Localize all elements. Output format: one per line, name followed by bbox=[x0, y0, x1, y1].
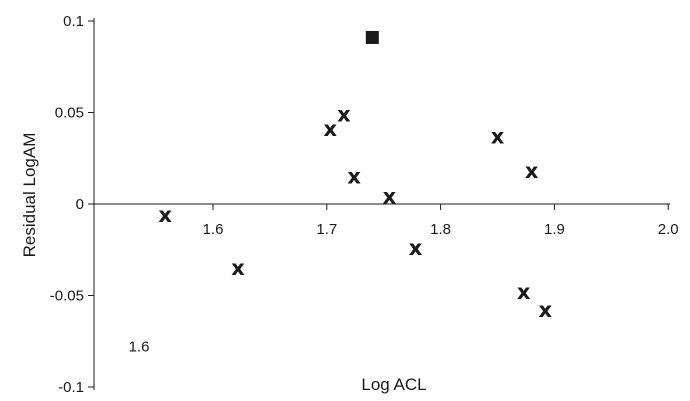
ticks: 0.1 0.05 0 -0.05 -0.1 1.6 1.7 1.8 1.9 2.0 bbox=[50, 13, 679, 396]
x-tick-label: 1.8 bbox=[430, 221, 451, 238]
x-tick-label: 1.6 bbox=[203, 221, 224, 238]
cross-point: x bbox=[491, 124, 505, 148]
y-tick-label: -0.05 bbox=[50, 288, 84, 305]
annotation-label: 1.6 bbox=[129, 339, 150, 356]
cross-point: x bbox=[409, 236, 423, 260]
x-tick-label: 1.9 bbox=[544, 221, 565, 238]
y-tick-label: 0.1 bbox=[63, 13, 84, 30]
cross-point: x bbox=[517, 280, 531, 304]
x-tick-label: 2.0 bbox=[658, 221, 679, 238]
cross-point: x bbox=[525, 159, 539, 183]
x-axis-title: Log ACL bbox=[361, 375, 426, 394]
y-axis-title: Residual LogAM bbox=[20, 133, 39, 258]
y-tick-label: 0 bbox=[76, 196, 84, 213]
cross-point: x bbox=[323, 117, 337, 141]
x-tick-label: 1.7 bbox=[316, 221, 337, 238]
cross-point: x bbox=[158, 203, 172, 227]
cross-point: x bbox=[539, 298, 553, 322]
cross-point: x bbox=[231, 256, 245, 280]
cross-point: x bbox=[383, 185, 397, 209]
y-tick-label: -0.1 bbox=[58, 379, 84, 396]
cross-point: x bbox=[337, 102, 351, 126]
y-tick-label: 0.05 bbox=[55, 105, 84, 122]
cross-point: x bbox=[347, 165, 361, 189]
square-point bbox=[365, 30, 379, 44]
